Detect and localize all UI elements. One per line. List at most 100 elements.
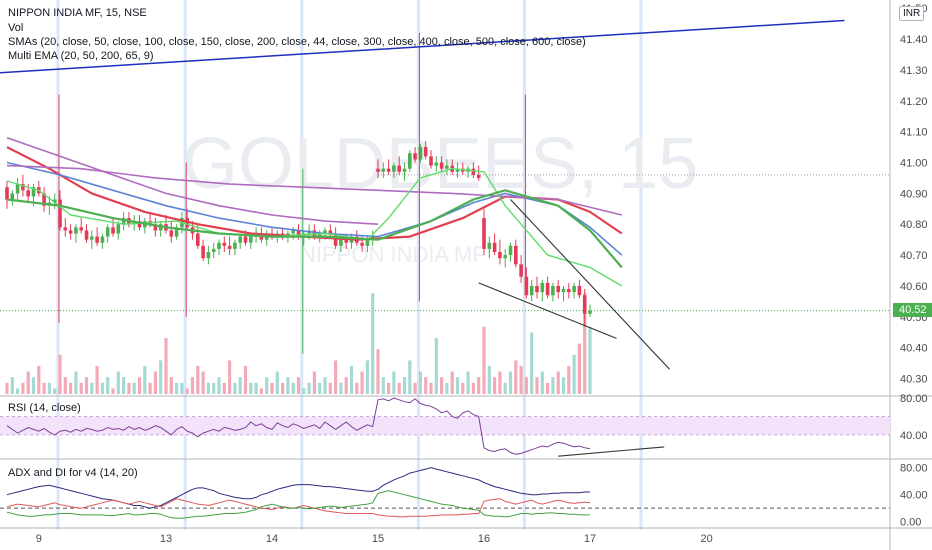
candle-body: [423, 147, 428, 157]
adx-series-line-0: [6, 467, 590, 509]
candle-body: [323, 230, 327, 234]
moving-average-line-4: [6, 189, 623, 269]
volume-bar: [222, 382, 226, 394]
volume-bar: [254, 382, 258, 394]
candle-body: [572, 285, 576, 293]
volume-bar: [482, 326, 486, 394]
rsi-band: [0, 416, 890, 435]
vol-legend: Vol: [8, 22, 24, 34]
rsi-legend: RSI (14, close): [8, 402, 81, 414]
volume-bar: [228, 360, 232, 394]
candle-body: [291, 230, 295, 234]
candle-body: [249, 236, 253, 243]
volume-bar: [111, 388, 115, 394]
volume-bar: [440, 377, 444, 394]
volume-bar: [137, 377, 142, 394]
candle-body: [429, 156, 433, 166]
candle-body: [58, 199, 62, 228]
candle-body: [508, 245, 513, 256]
volume-bar: [381, 377, 385, 394]
candle-body: [582, 295, 587, 314]
volume-bar: [79, 382, 83, 394]
candle-body: [90, 236, 94, 240]
last-price-badge: 40.52: [893, 303, 932, 317]
volume-bar: [153, 371, 157, 394]
time-tick-label-6: 20: [700, 533, 712, 545]
volume-bar: [164, 338, 168, 394]
candle-body: [201, 245, 205, 259]
trendline-1: [478, 282, 617, 339]
candle-body: [296, 230, 301, 237]
candle-body: [317, 233, 322, 237]
volume-bar: [540, 371, 544, 394]
volume-bar: [47, 382, 51, 394]
candle-body: [381, 168, 386, 172]
volume-bar: [318, 382, 322, 394]
candle-body: [402, 168, 407, 172]
time-tick-label-0: 9: [36, 533, 42, 545]
candle-body: [408, 153, 412, 169]
candle-body: [492, 242, 497, 253]
candle-body: [397, 165, 401, 172]
adx-series-line-2: [6, 490, 590, 519]
volume-bar: [588, 326, 592, 394]
volume-bar: [63, 377, 67, 394]
candle-body: [52, 199, 57, 203]
candle-body: [116, 224, 121, 234]
volume-bar: [466, 371, 470, 394]
volume-bar: [10, 377, 14, 394]
candle-body: [174, 227, 179, 237]
volume-bar: [551, 377, 555, 394]
volume-bar: [148, 382, 152, 394]
volume-bar: [169, 377, 173, 394]
price-tick-label-9: 40.60: [900, 281, 928, 293]
rsi-tick-label-0: 80.00: [900, 393, 928, 405]
candle-body: [233, 242, 237, 249]
volume-bar: [561, 377, 566, 394]
candle-body: [333, 233, 338, 246]
candle-body: [74, 227, 78, 234]
volume-bar: [339, 382, 343, 394]
adx-series-line-1: [6, 498, 591, 518]
candle-body: [169, 230, 174, 237]
rsi-tick-label-1: 40.00: [900, 430, 928, 442]
volume-bar: [408, 360, 412, 394]
volume-bar: [291, 382, 295, 394]
candle-body: [5, 187, 9, 200]
volume-bar: [127, 382, 131, 394]
currency-badge[interactable]: INR: [899, 6, 925, 21]
volume-bar: [535, 377, 539, 394]
price-tick-label-11: 40.40: [900, 343, 928, 355]
volume-bar: [159, 360, 163, 394]
volume-bar: [5, 382, 9, 394]
moving-average-line-5: [6, 137, 379, 225]
price-tick-label-2: 41.30: [900, 65, 928, 77]
volume-bar: [583, 293, 587, 394]
candle-body: [227, 245, 232, 249]
price-tick-label-4: 41.10: [900, 127, 928, 139]
volume-bar: [175, 382, 179, 394]
candle-body: [238, 236, 242, 243]
volume-bar: [69, 382, 73, 394]
volume-bar: [487, 366, 491, 394]
volume-bar: [132, 382, 136, 394]
adx-tick-label-1: 40.00: [900, 490, 928, 502]
candle-body: [365, 239, 370, 246]
volume-bar: [249, 382, 253, 394]
volume-bar: [530, 332, 534, 394]
volume-bar: [286, 377, 290, 394]
time-tick-label-3: 15: [372, 533, 384, 545]
price-tick-label-3: 41.20: [900, 96, 928, 108]
volume-bar: [106, 377, 110, 394]
candle-body: [111, 227, 115, 234]
volume-bar: [302, 388, 306, 394]
rsi-trendline-0: [558, 446, 665, 457]
candle-body: [84, 230, 89, 240]
adx-legend: ADX and DI for v4 (14, 20): [8, 467, 138, 479]
candle-body: [588, 310, 592, 314]
volume-bar: [21, 382, 25, 394]
volume-bar: [212, 382, 216, 394]
price-tick-label-12: 40.30: [900, 374, 928, 386]
volume-bar: [514, 360, 518, 394]
